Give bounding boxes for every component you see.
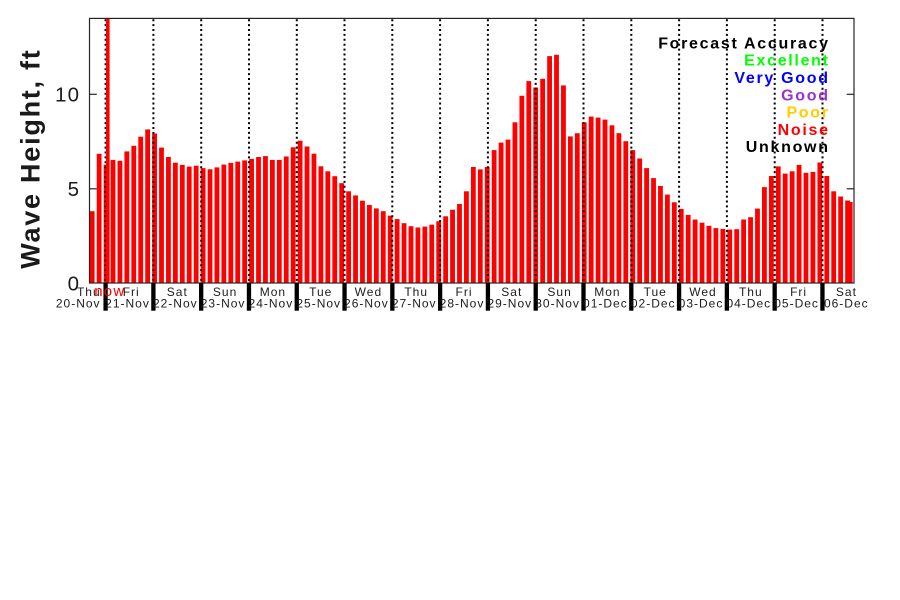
svg-text:Wed: Wed bbox=[355, 285, 382, 299]
svg-text:26-Nov: 26-Nov bbox=[344, 297, 389, 311]
svg-text:Thu: Thu bbox=[77, 285, 101, 299]
svg-text:5: 5 bbox=[68, 178, 81, 201]
svg-text:0: 0 bbox=[68, 272, 81, 295]
svg-text:06-Dec: 06-Dec bbox=[824, 297, 869, 311]
svg-text:Sat: Sat bbox=[836, 285, 857, 299]
svg-text:Mon: Mon bbox=[260, 285, 286, 299]
svg-text:28-Nov: 28-Nov bbox=[440, 297, 485, 311]
svg-text:20-Nov: 20-Nov bbox=[56, 297, 101, 311]
svg-text:27-Nov: 27-Nov bbox=[392, 297, 437, 311]
svg-text:03-Dec: 03-Dec bbox=[679, 297, 724, 311]
svg-text:21-Nov: 21-Nov bbox=[105, 297, 150, 311]
svg-text:Sun: Sun bbox=[213, 285, 237, 299]
svg-text:Sun: Sun bbox=[547, 285, 571, 299]
svg-text:Wave Height, ft: Wave Height, ft bbox=[16, 48, 46, 268]
svg-text:Unknown: Unknown bbox=[746, 139, 830, 156]
svg-text:Fri: Fri bbox=[123, 285, 140, 299]
svg-text:23-Nov: 23-Nov bbox=[201, 297, 246, 311]
svg-text:Tue: Tue bbox=[309, 285, 332, 299]
svg-text:29-Nov: 29-Nov bbox=[487, 297, 532, 311]
svg-text:24-Nov: 24-Nov bbox=[249, 297, 294, 311]
svg-text:Sat: Sat bbox=[167, 285, 188, 299]
svg-text:Thu: Thu bbox=[404, 285, 428, 299]
svg-text:25-Nov: 25-Nov bbox=[296, 297, 341, 311]
svg-text:Excellent: Excellent bbox=[744, 53, 830, 70]
svg-text:Poor: Poor bbox=[786, 105, 829, 122]
svg-text:Good: Good bbox=[781, 87, 830, 104]
svg-text:Mon: Mon bbox=[594, 285, 620, 299]
svg-text:Noise: Noise bbox=[778, 122, 830, 139]
svg-text:02-Dec: 02-Dec bbox=[631, 297, 676, 311]
svg-text:Fri: Fri bbox=[456, 285, 473, 299]
svg-text:Fri: Fri bbox=[790, 285, 807, 299]
svg-text:Thu: Thu bbox=[739, 285, 763, 299]
svg-text:05-Dec: 05-Dec bbox=[774, 297, 819, 311]
svg-text:Sat: Sat bbox=[501, 285, 522, 299]
svg-text:Very Good: Very Good bbox=[734, 70, 829, 87]
svg-text:22-Nov: 22-Nov bbox=[153, 297, 198, 311]
svg-text:now: now bbox=[94, 283, 125, 300]
svg-text:Tue: Tue bbox=[644, 285, 667, 299]
svg-text:10: 10 bbox=[55, 84, 80, 107]
svg-text:04-Dec: 04-Dec bbox=[726, 297, 771, 311]
svg-text:Forecast Accuracy: Forecast Accuracy bbox=[658, 35, 830, 52]
svg-text:Wed: Wed bbox=[689, 285, 716, 299]
svg-text:30-Nov: 30-Nov bbox=[535, 297, 580, 311]
svg-text:01-Dec: 01-Dec bbox=[583, 297, 628, 311]
